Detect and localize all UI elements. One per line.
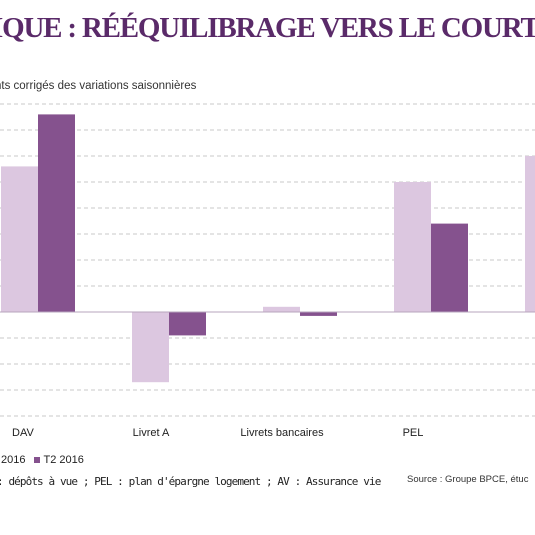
bar-2016-livret-a [132, 312, 169, 383]
category-label-dav: DAV [12, 427, 34, 439]
bar-t2-2016-dav [38, 114, 75, 313]
legend-label-2016: 2016 [1, 454, 26, 466]
category-label-livret-a: Livret A [133, 427, 170, 439]
bar-t2-2016-livret-a [169, 312, 206, 336]
bar-2016-pel [394, 182, 431, 312]
bar-t2-2016-livrets-bancaires [300, 312, 337, 316]
bar-t2-2016-pel [431, 223, 468, 312]
source-note: Source : Groupe BPCE, étuc [407, 474, 529, 485]
legend-item-t2-2016: T2 2016 [34, 454, 84, 466]
legend-swatch-dark [34, 457, 41, 463]
chart-legend: 2016 T2 2016 [0, 452, 84, 468]
category-label-pel: PEL [403, 427, 424, 439]
legend-label-t2-2016: T2 2016 [43, 454, 84, 466]
chart-title: IQUE : RÉÉQUILIBRAGE VERS LE COURT TE [0, 12, 535, 44]
chart-subtitle: nts corrigés des variations saisonnières [0, 80, 197, 92]
legend-item-2016: 2016 [0, 454, 25, 466]
bar-2016-livrets-bancaires [263, 306, 300, 312]
bar-2016-dav [1, 166, 38, 312]
footnote: : dépôts à vue ; PEL : plan d'épargne lo… [0, 475, 381, 488]
category-label-livrets-bancaires: Livrets bancaires [240, 427, 324, 439]
bar-2016-extra [525, 156, 535, 312]
